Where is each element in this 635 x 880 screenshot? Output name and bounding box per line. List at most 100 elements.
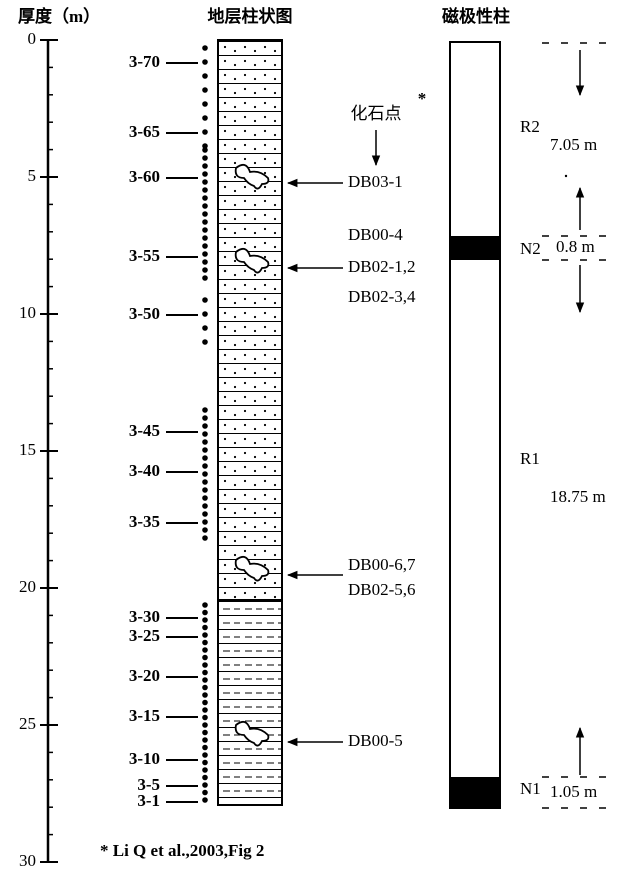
sample-label: 3-5	[137, 775, 160, 794]
sample-dot	[202, 535, 208, 541]
sample-dot	[202, 101, 208, 107]
sample-dot	[202, 275, 208, 281]
sample-dot	[202, 143, 208, 149]
sample-dot	[202, 789, 208, 796]
sample-dot	[202, 195, 208, 201]
source-note: * Li Q et al.,2003,Fig 2	[100, 841, 264, 860]
sample-dot	[202, 471, 208, 477]
sample-dot	[202, 624, 208, 631]
sample-dot	[202, 227, 208, 233]
sample-dot	[202, 45, 208, 51]
sample-dot	[202, 714, 208, 721]
sample-dot	[202, 752, 208, 758]
sample-dot	[202, 423, 208, 429]
sample-label: 3-65	[129, 122, 160, 141]
sample-dot	[202, 647, 208, 653]
sample-dot	[202, 87, 208, 93]
sample-dot	[202, 617, 208, 623]
column-title: 地层柱状图	[208, 6, 293, 26]
sample-dot	[202, 609, 208, 616]
sample-dot	[202, 129, 208, 135]
polarity-normal-band	[450, 236, 500, 260]
sample-label: 3-15	[129, 706, 160, 725]
tick-label: 25	[19, 714, 36, 733]
zone-name: R1	[520, 449, 540, 468]
tick-label: 10	[19, 303, 36, 322]
sample-dot	[202, 669, 208, 676]
sample-dot	[202, 519, 208, 525]
sample-dot	[202, 431, 208, 437]
sample-dot	[202, 707, 208, 713]
sample-dot	[202, 59, 208, 65]
fossil-label: DB00-5	[348, 731, 403, 750]
sample-dot	[202, 654, 208, 661]
sample-dot	[202, 479, 208, 485]
fossil-label: DB00-6,7	[348, 555, 416, 574]
sample-dot	[202, 447, 208, 453]
sample-label: 3-20	[129, 666, 160, 685]
sample-dot	[202, 297, 208, 303]
sample-dot	[202, 339, 208, 345]
sample-label: 3-60	[129, 167, 160, 186]
fossil-header: 化石点	[351, 104, 402, 123]
sample-dot	[202, 767, 208, 773]
dot	[564, 174, 568, 178]
sample-dot	[202, 211, 208, 217]
fossil-mark: *	[418, 89, 427, 108]
sample-dot	[202, 722, 208, 728]
sample-dot	[202, 259, 208, 265]
sample-dot	[202, 203, 208, 209]
fossil-label: DB03-1	[348, 172, 403, 191]
polarity-title: 磁极性柱	[442, 6, 510, 26]
sample-dot	[202, 737, 208, 743]
axis-title: 厚度（m）	[18, 6, 100, 26]
sample-dot	[202, 692, 208, 698]
sample-dot	[202, 684, 208, 691]
sample-dot	[202, 439, 208, 445]
fossil-icon	[234, 247, 270, 274]
sample-dot	[202, 662, 208, 668]
sample-label: 3-40	[129, 461, 160, 480]
sample-dot	[202, 219, 208, 225]
sample-label: 3-70	[129, 52, 160, 71]
sample-dot	[202, 267, 208, 273]
sample-dot	[202, 235, 208, 241]
sample-dot	[202, 325, 208, 331]
sample-dot	[202, 415, 208, 421]
zone-thickness: 0.8 m	[556, 237, 595, 256]
sample-dot	[202, 147, 208, 153]
tick-label: 15	[19, 440, 36, 459]
sample-dot	[202, 511, 208, 517]
sample-dot	[202, 782, 208, 788]
sample-label: 3-1	[137, 791, 160, 810]
tick-label: 5	[28, 166, 37, 185]
sample-dot	[202, 73, 208, 79]
sample-dot	[202, 487, 208, 493]
sample-label: 3-50	[129, 304, 160, 323]
column-silt	[217, 599, 283, 806]
sample-dot	[202, 163, 208, 169]
tick-label: 0	[28, 29, 37, 48]
polarity-column	[449, 41, 501, 809]
sample-label: 3-35	[129, 512, 160, 531]
sample-label: 3-25	[129, 626, 160, 645]
fossil-icon	[234, 720, 270, 747]
sample-dot	[202, 639, 208, 646]
polarity-normal-band	[450, 777, 500, 808]
zone-thickness: 18.75 m	[550, 487, 606, 506]
sample-dot	[202, 632, 208, 638]
sample-dot	[202, 311, 208, 317]
sample-dot	[202, 463, 208, 469]
sample-dot	[202, 407, 208, 413]
fossil-label: DB02-1,2	[348, 257, 416, 276]
fossil-label: DB02-5,6	[348, 580, 416, 599]
sample-dot	[202, 495, 208, 501]
zone-thickness: 1.05 m	[550, 782, 597, 801]
sample-label: 3-55	[129, 246, 160, 265]
sample-dot	[202, 677, 208, 683]
sample-dot	[202, 251, 208, 257]
sample-dot	[202, 155, 208, 161]
tick-label: 30	[19, 851, 36, 870]
zone-thickness: 7.05 m	[550, 135, 597, 154]
